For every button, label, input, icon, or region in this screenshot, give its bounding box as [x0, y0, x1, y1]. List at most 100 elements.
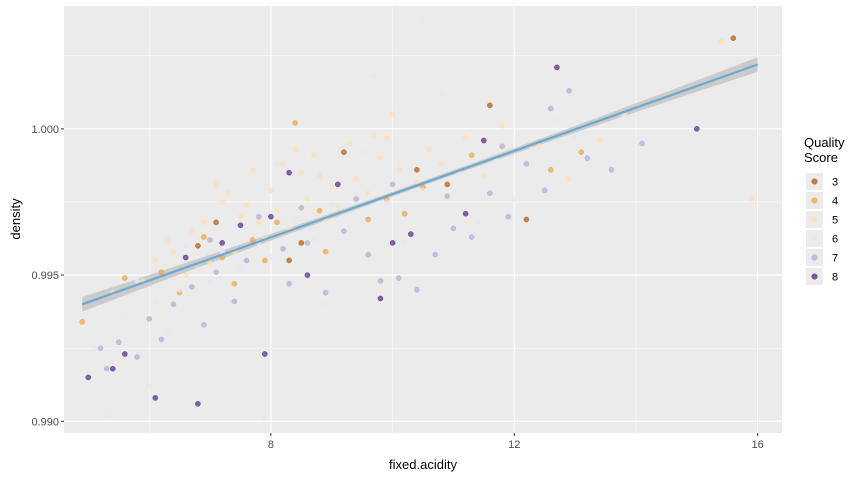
data-point-quality-4	[401, 210, 408, 217]
data-point-quality-6	[91, 345, 98, 352]
data-point-quality-5	[164, 237, 171, 243]
data-point-quality-5	[377, 155, 384, 161]
data-point-quality-8	[694, 126, 700, 132]
data-point-quality-7	[377, 278, 384, 284]
data-point-quality-6	[146, 383, 152, 390]
data-point-quality-4	[548, 166, 554, 173]
x-axis-ticks: 8 12 16	[268, 433, 764, 451]
y-tick-label: 0.995	[31, 270, 59, 282]
data-point-quality-5	[152, 257, 159, 264]
data-point-quality-3	[730, 35, 737, 42]
data-point-quality-6	[261, 415, 268, 422]
data-point-quality-5	[414, 178, 420, 185]
data-point-quality-7	[584, 155, 591, 161]
data-point-quality-5	[383, 134, 390, 141]
data-point-quality-8	[554, 64, 560, 71]
data-point-quality-4	[201, 234, 207, 240]
data-point-quality-5	[535, 143, 542, 150]
legend-title: Quality	[804, 135, 845, 150]
x-tick-label: 12	[508, 439, 520, 451]
data-point-quality-6	[207, 278, 213, 284]
data-point-quality-8	[480, 137, 487, 144]
data-point-quality-4	[292, 120, 299, 126]
data-point-quality-5	[480, 172, 487, 179]
data-points	[79, 17, 755, 422]
legend-label: 7	[832, 253, 838, 265]
legend-key-marker	[811, 273, 818, 280]
data-point-quality-7	[450, 225, 457, 232]
data-point-quality-6	[182, 242, 189, 249]
data-point-quality-5	[499, 123, 505, 129]
data-point-quality-5	[365, 190, 372, 196]
data-point-quality-5	[280, 161, 286, 167]
y-tick-label: 0.990	[31, 416, 59, 428]
legend-title: Score	[804, 150, 838, 165]
data-point-quality-6	[474, 219, 481, 226]
data-point-quality-3	[341, 149, 347, 155]
legend-key-marker	[811, 235, 818, 242]
data-point-quality-7	[608, 166, 615, 173]
data-point-quality-5	[395, 166, 402, 173]
data-point-quality-3	[195, 242, 201, 249]
data-point-quality-7	[499, 143, 505, 150]
data-point-quality-8	[219, 240, 225, 246]
data-point-quality-6	[195, 266, 201, 273]
data-point-quality-7	[468, 234, 475, 240]
data-point-quality-5	[207, 260, 213, 267]
data-point-quality-5	[371, 131, 378, 138]
data-point-quality-8	[109, 365, 116, 372]
data-point-quality-6	[328, 202, 335, 208]
data-point-quality-7	[395, 275, 402, 281]
legend-label: 5	[832, 215, 838, 227]
data-point-quality-7	[170, 301, 177, 308]
data-point-quality-5	[353, 175, 359, 182]
data-point-quality-7	[523, 161, 530, 167]
data-point-quality-4	[261, 257, 268, 264]
data-point-quality-5	[298, 169, 305, 176]
data-point-quality-7	[432, 251, 439, 258]
legend-label: 6	[832, 234, 838, 246]
legend-key-marker	[811, 178, 818, 185]
data-point-quality-7	[97, 345, 104, 352]
data-point-quality-7	[298, 204, 305, 211]
data-point-quality-5	[274, 207, 280, 214]
data-point-quality-6	[152, 298, 159, 305]
data-point-quality-6	[420, 187, 426, 194]
data-point-quality-7	[639, 140, 645, 147]
data-point-quality-5	[268, 187, 274, 194]
data-point-quality-7	[444, 193, 451, 199]
data-point-quality-5	[596, 137, 603, 144]
data-point-quality-4	[578, 149, 585, 155]
data-point-quality-7	[541, 187, 548, 194]
data-point-quality-6	[292, 216, 299, 223]
data-point-quality-7	[389, 181, 396, 188]
data-point-quality-6	[274, 161, 280, 167]
data-point-quality-6	[176, 286, 183, 293]
data-point-quality-5	[389, 111, 396, 117]
data-point-quality-8	[85, 374, 92, 381]
legend-label: 8	[832, 272, 838, 284]
data-point-quality-6	[134, 278, 140, 284]
data-point-quality-6	[164, 330, 171, 337]
data-point-quality-6	[401, 240, 408, 246]
data-point-quality-5	[328, 184, 335, 191]
data-point-quality-8	[237, 222, 244, 229]
data-point-quality-6	[371, 73, 378, 79]
grid-minor	[64, 6, 782, 433]
legend-key-marker	[811, 197, 818, 204]
data-point-quality-7	[341, 228, 347, 234]
data-point-quality-6	[103, 412, 110, 419]
data-point-quality-4	[79, 319, 86, 325]
data-point-quality-8	[152, 395, 159, 401]
plot-panel	[64, 6, 782, 433]
data-point-quality-7	[505, 213, 512, 220]
data-point-quality-5	[182, 272, 189, 278]
data-point-quality-7	[255, 213, 262, 220]
data-point-quality-7	[243, 257, 250, 264]
x-axis-title: fixed.acidity	[389, 457, 457, 472]
legend-key-marker	[811, 254, 818, 261]
data-point-quality-5	[316, 172, 323, 179]
y-axis-title: density	[8, 198, 23, 240]
data-point-quality-6	[529, 146, 536, 153]
